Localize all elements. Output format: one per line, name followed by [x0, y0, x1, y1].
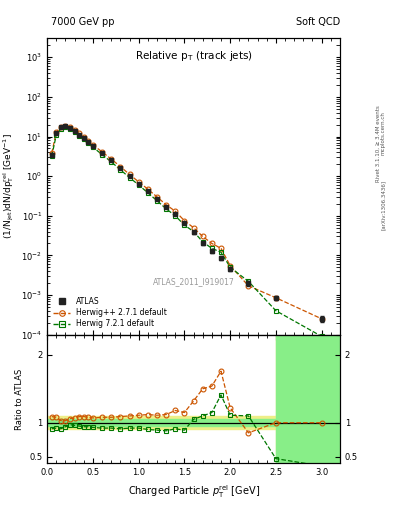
Legend: ATLAS, Herwig++ 2.7.1 default, Herwig 7.2.1 default: ATLAS, Herwig++ 2.7.1 default, Herwig 7.… [51, 294, 169, 331]
Text: Rivet 3.1.10, ≥ 3.4M events: Rivet 3.1.10, ≥ 3.4M events [376, 105, 380, 182]
Text: ATLAS_2011_I919017: ATLAS_2011_I919017 [152, 277, 235, 286]
Bar [276, 334, 340, 463]
Bar [276, 334, 340, 463]
X-axis label: Charged Particle $p_\mathrm{T}^\mathrm{rel}$ [GeV]: Charged Particle $p_\mathrm{T}^\mathrm{r… [127, 483, 260, 500]
Y-axis label: (1/N$_\mathrm{jet}$)dN/dp$_\mathrm{T}^\mathrm{rel}$ [GeV$^{-1}$]: (1/N$_\mathrm{jet}$)dN/dp$_\mathrm{T}^\m… [1, 134, 16, 240]
Text: Soft QCD: Soft QCD [296, 16, 340, 27]
Text: mcplots.cern.ch: mcplots.cern.ch [381, 111, 386, 155]
Bar [47, 416, 276, 430]
Text: Relative p$_\mathrm{T}$ (track jets): Relative p$_\mathrm{T}$ (track jets) [134, 49, 253, 63]
Y-axis label: Ratio to ATLAS: Ratio to ATLAS [15, 368, 24, 430]
Text: 7000 GeV pp: 7000 GeV pp [51, 16, 115, 27]
Bar [47, 419, 276, 426]
Text: [arXiv:1306.3436]: [arXiv:1306.3436] [381, 180, 386, 230]
